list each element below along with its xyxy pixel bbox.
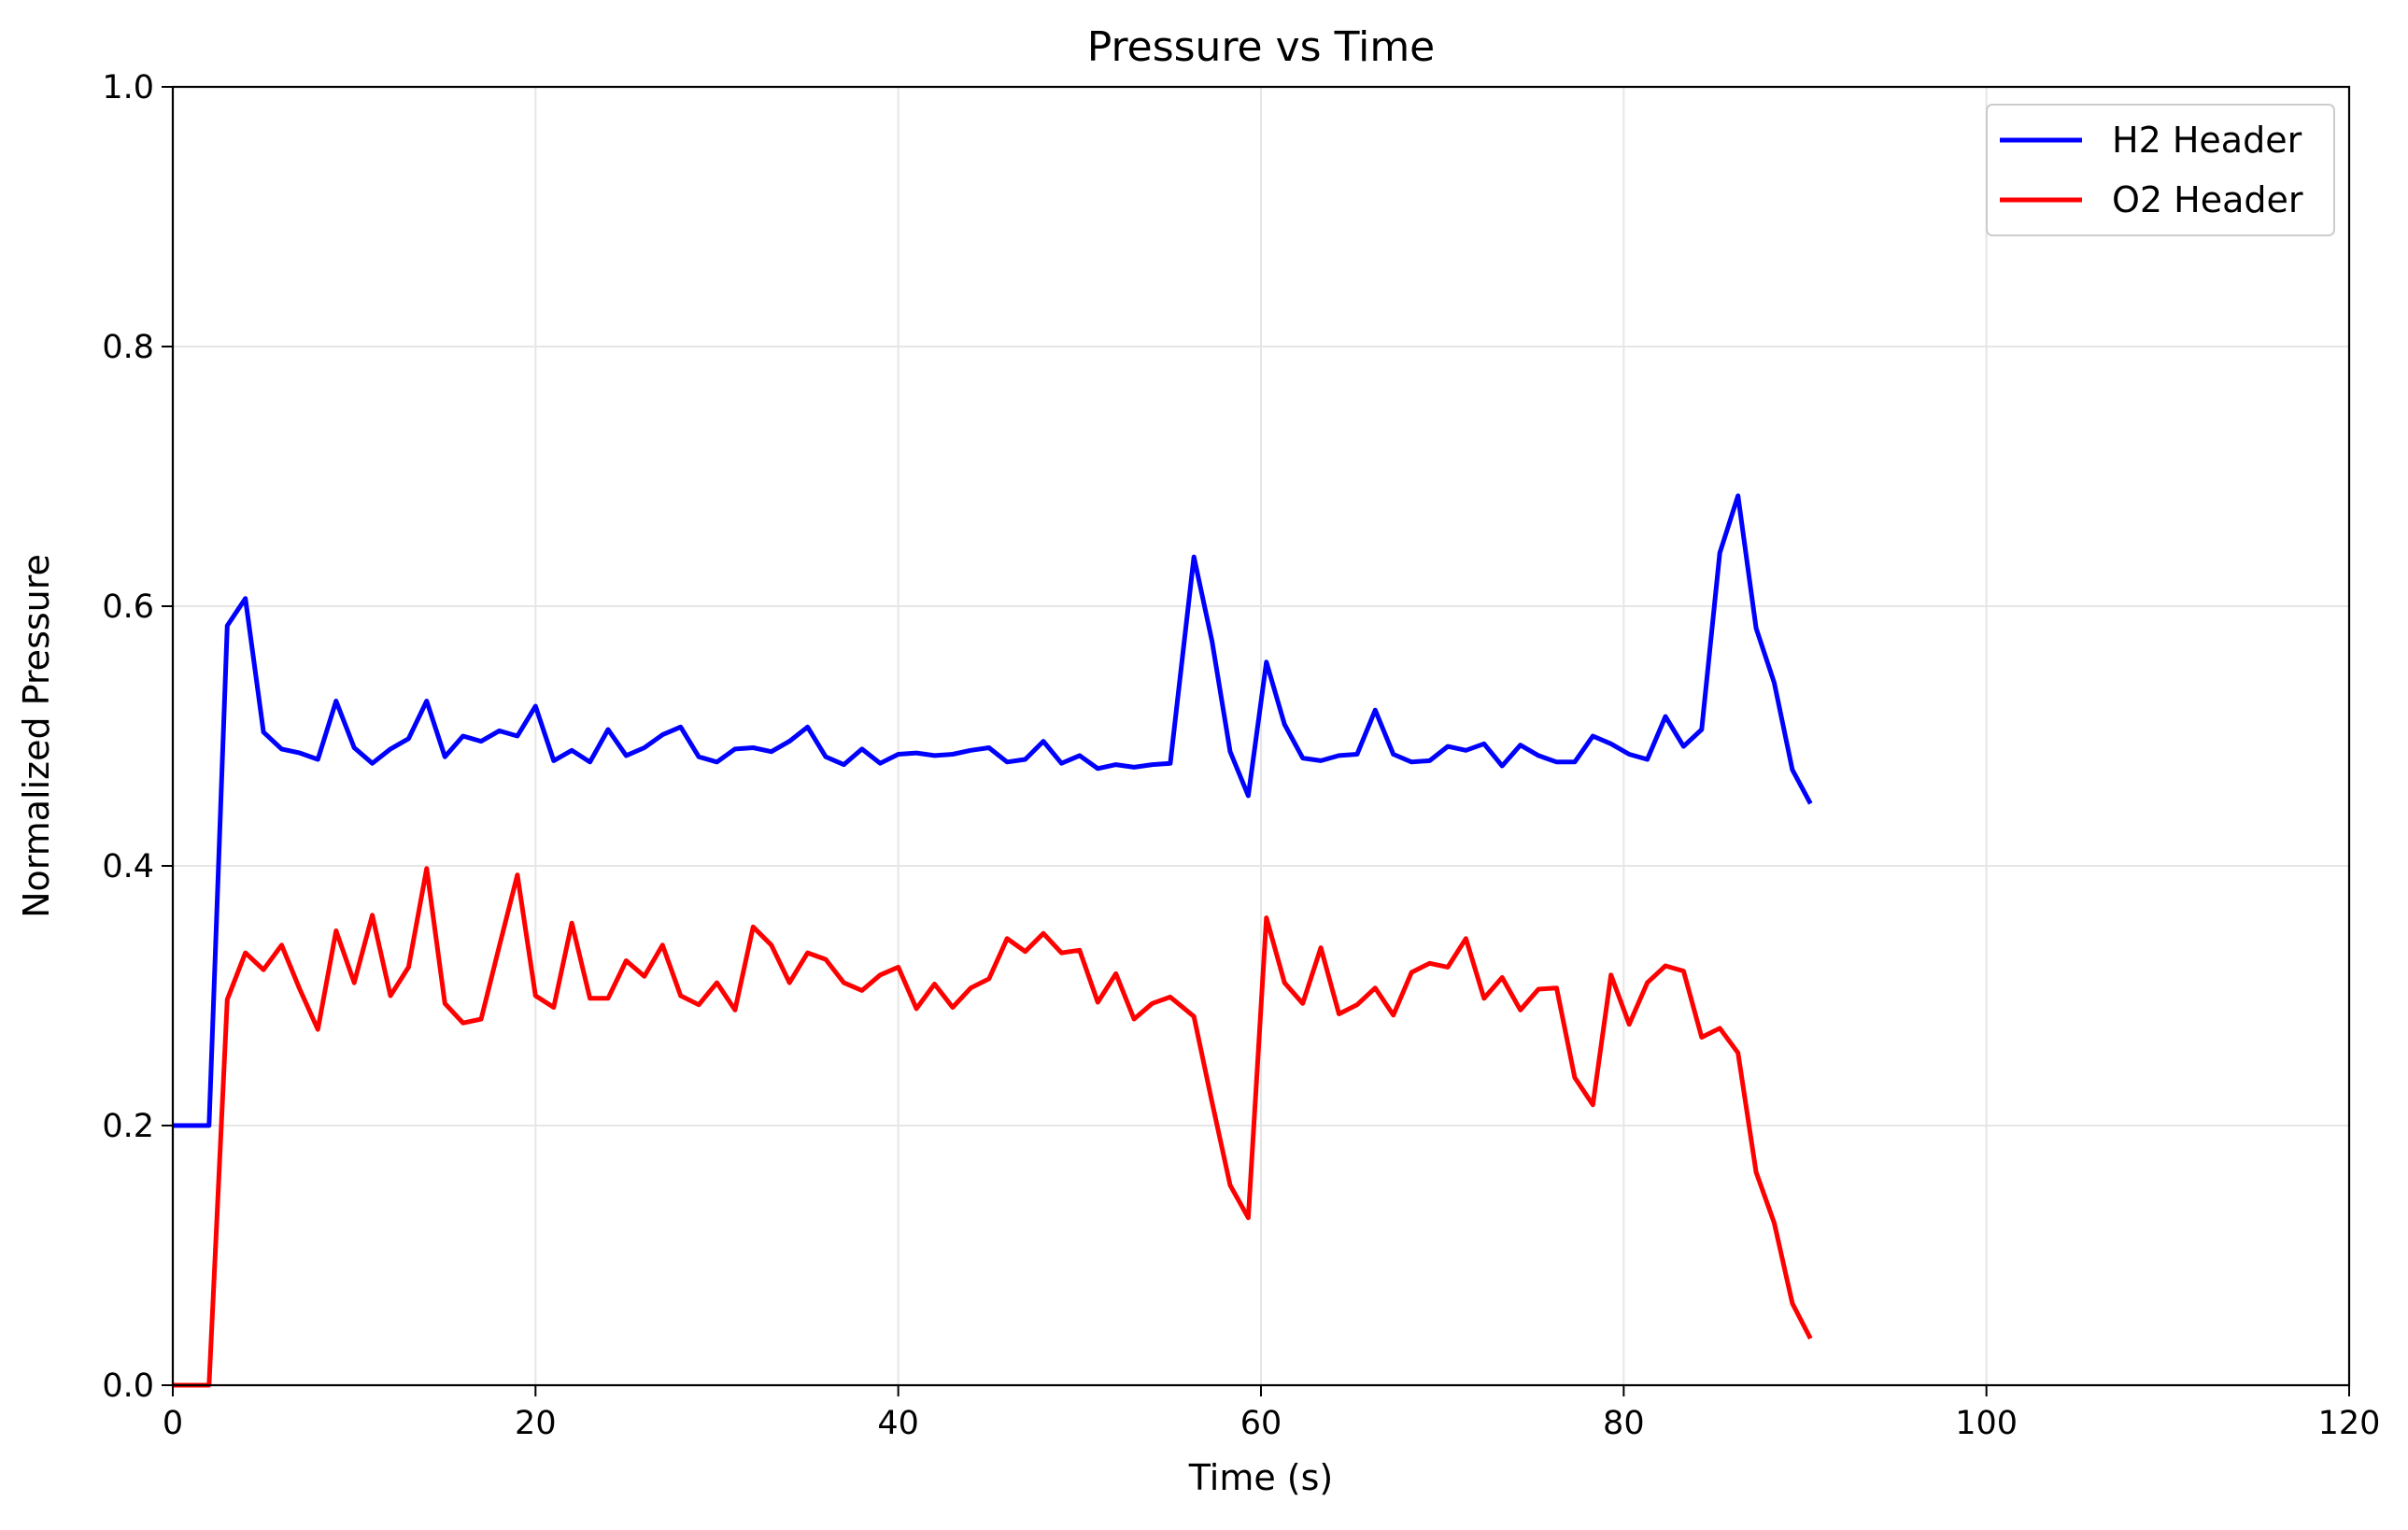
y-tick-label: 0.2 <box>102 1108 154 1145</box>
y-tick-label: 0.6 <box>102 588 154 626</box>
x-tick-label: 0 <box>163 1405 183 1442</box>
x-tick-label: 120 <box>2318 1405 2381 1442</box>
series-lines <box>173 493 1813 1388</box>
legend: H2 Header O2 Header <box>1986 104 2335 236</box>
y-tick-label: 1.0 <box>102 69 154 106</box>
x-tick-label: 20 <box>515 1405 557 1442</box>
axis-ticks: 0 20 40 60 80 100 120 0.0 0.2 0.4 0.6 0.8 1.0 <box>102 69 2380 1442</box>
y-axis-label: Normalized Pressure <box>16 554 57 918</box>
x-tick-label: 80 <box>1603 1405 1645 1442</box>
y-tick-label: 0.0 <box>102 1367 154 1405</box>
y-tick-label: 0.4 <box>102 848 154 885</box>
legend-label-o2: O2 Header <box>2112 179 2303 220</box>
x-tick-label: 60 <box>1240 1405 1282 1442</box>
chart-title: Pressure vs Time <box>1087 23 1436 71</box>
y-tick-label: 0.8 <box>102 329 154 366</box>
series-line-h2-header <box>173 493 1813 1128</box>
x-tick-label: 100 <box>1955 1405 2018 1442</box>
x-tick-label: 40 <box>877 1405 919 1442</box>
legend-label-h2: H2 Header <box>2112 120 2302 161</box>
series-line-o2-header <box>173 866 1813 1388</box>
x-axis-label: Time (s) <box>1188 1457 1334 1498</box>
legend-box <box>1986 104 2335 236</box>
